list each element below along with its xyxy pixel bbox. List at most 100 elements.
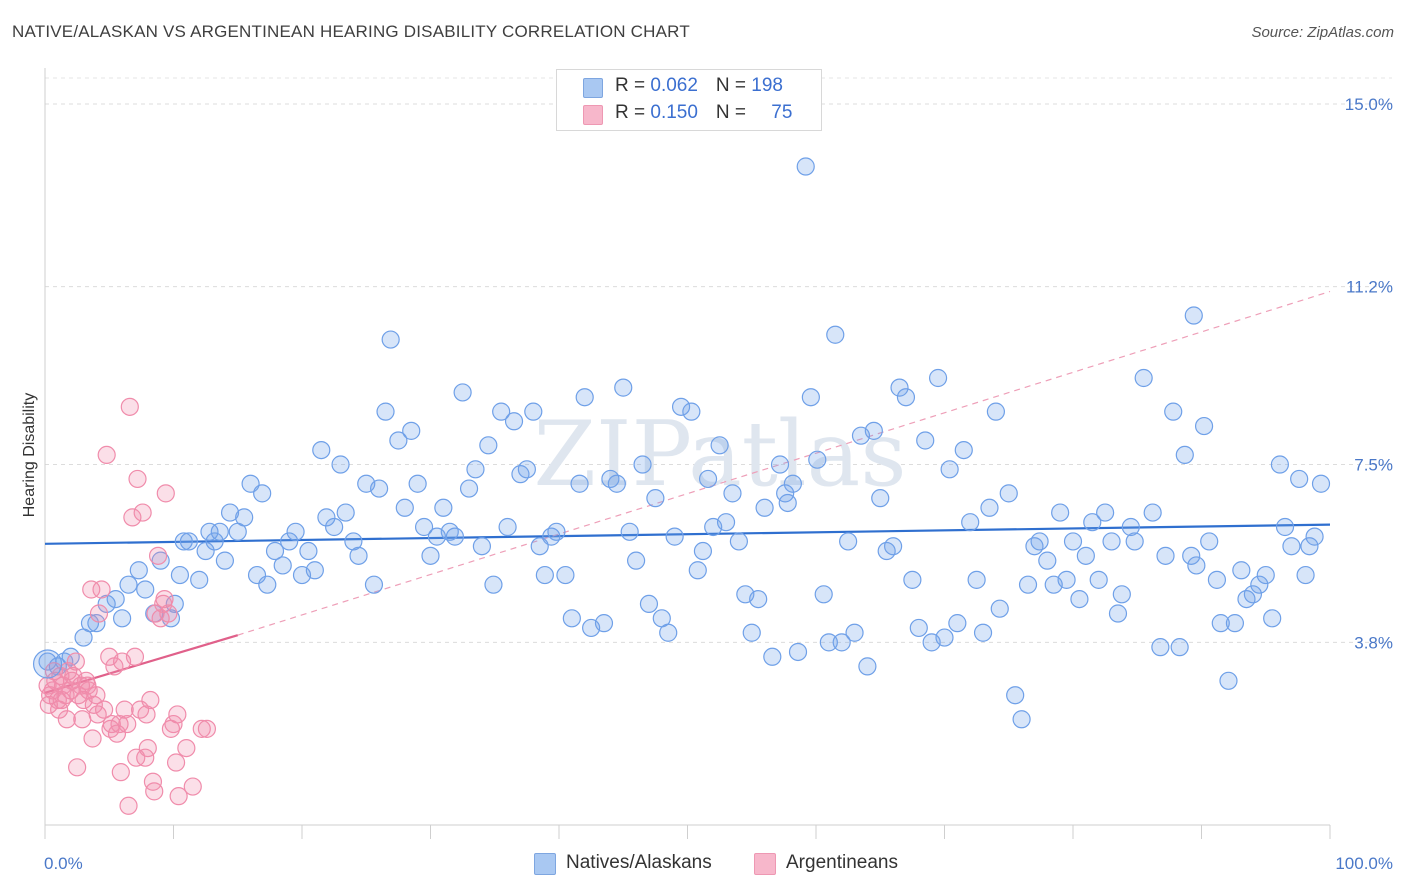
point-argentineans [119,796,138,815]
point-natives [1225,614,1245,633]
point-natives [414,517,434,537]
point-natives [1156,546,1175,565]
point-natives [1121,517,1140,537]
legend-n-label: N = [715,102,752,123]
x-tick-label: 100.0% [1335,854,1393,873]
axes [44,68,1331,839]
point-argentineans [168,705,187,724]
point-natives [814,585,833,604]
point-natives [990,599,1009,618]
point-natives [106,589,125,609]
point-natives [909,618,928,638]
legend-n-label: N = [715,75,752,96]
source-credit: Source: ZipAtlas.com [1251,24,1394,41]
trend-extension-argentineans [237,290,1331,636]
point-natives [796,157,815,176]
point-natives [646,489,665,508]
point-natives [129,561,148,580]
point-natives [1194,416,1214,436]
point-natives [1164,402,1183,421]
point-natives [472,537,491,556]
bottom-legend-swatch-argentineans [754,853,776,875]
point-natives [693,541,713,561]
point-natives [826,325,845,344]
point-natives [1070,589,1089,609]
point-natives [864,421,883,440]
chart-title: NATIVE/ALASKAN VS ARGENTINEAN HEARING DI… [12,22,690,41]
point-natives [453,383,472,402]
point-natives [1182,546,1201,565]
point-natives [235,508,254,527]
point-natives [710,436,729,455]
point-natives [770,455,790,474]
legend: R = 0.062 N = 198 R = 0.150 N = 75 [556,69,822,131]
point-argentineans [164,714,183,734]
point-natives [1102,532,1121,551]
point-natives [434,498,453,517]
point-natives [783,474,802,493]
point-argentineans [159,604,178,623]
point-natives [1184,306,1203,325]
y-tick-label: 11.2% [1346,278,1393,297]
point-natives [1300,537,1319,556]
point-natives [890,378,909,397]
point-natives [542,527,561,546]
legend-n-value-argentineans: 75 [771,102,793,123]
point-natives [479,436,498,455]
point-argentineans [155,589,174,609]
legend-swatch-argentineans [583,105,603,125]
legend-r-value-argentineans: 0.150 [650,102,698,123]
point-natives [639,594,659,614]
point-natives [258,575,277,594]
point-natives [97,594,116,614]
point-natives [370,479,389,498]
point-natives [381,330,400,349]
point-natives [524,402,543,421]
point-natives [1134,368,1153,388]
point-natives [136,580,155,599]
point-natives [200,522,219,541]
y-tick-label: 15.0% [1345,95,1393,114]
point-natives [1076,546,1095,565]
legend-n-value-natives: 198 [751,75,783,96]
point-natives [940,460,959,479]
point-argentineans [133,503,152,522]
point-natives [698,469,718,489]
point-natives [1108,604,1128,623]
point-natives [1025,537,1044,556]
point-argentineans [62,671,82,690]
point-argentineans [57,710,76,729]
point-argentineans [137,705,156,724]
point-natives [1290,469,1309,489]
point-natives [1083,513,1102,532]
point-natives [190,570,209,589]
point-natives [492,402,511,421]
point-natives [151,551,170,570]
point-natives [265,541,285,561]
point-argentineans [125,647,145,666]
point-natives [1018,575,1038,594]
point-argentineans [88,705,107,724]
point-natives [928,368,948,388]
point-argentineans [120,397,139,416]
point-natives [1211,614,1230,633]
point-natives [1125,532,1144,551]
point-natives [504,412,524,431]
point-natives [858,657,877,676]
point-natives [832,633,851,652]
point-argentineans [118,714,137,734]
point-natives [1170,638,1189,657]
point-argentineans [127,748,146,767]
point-natives [903,570,922,589]
point-natives [671,397,691,416]
point-natives [1250,575,1269,594]
point-natives [716,513,736,532]
point-natives [742,623,761,642]
point-argentineans [66,652,85,671]
point-natives [1187,556,1206,575]
point-natives [1151,638,1170,657]
point-natives [980,498,999,517]
point-natives [562,609,581,628]
point-natives [364,575,384,594]
point-natives [280,532,299,551]
